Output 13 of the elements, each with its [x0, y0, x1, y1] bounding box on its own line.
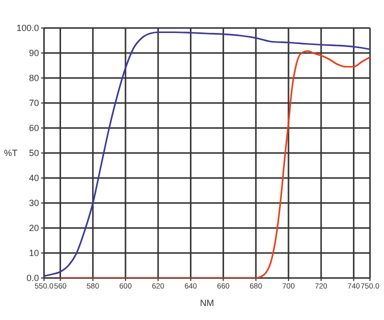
x-axis-title: NM	[200, 298, 214, 308]
y-tick-label: 100.0	[16, 23, 39, 34]
y-tick-label: 10	[28, 248, 39, 258]
y-tick-label: 40	[28, 173, 39, 184]
y-tick-label: 0.0	[26, 273, 39, 284]
y-tick-label: 50	[28, 148, 39, 158]
y-axis-title: %T	[4, 148, 18, 158]
y-tick-label: 70	[28, 98, 39, 108]
y-tick-label: 60	[28, 123, 39, 134]
y-tick-label: 80	[28, 73, 39, 84]
y-tick-label: 20	[28, 223, 39, 234]
y-tick-label: 30	[28, 198, 39, 208]
y-tick-label: 90	[28, 48, 39, 58]
